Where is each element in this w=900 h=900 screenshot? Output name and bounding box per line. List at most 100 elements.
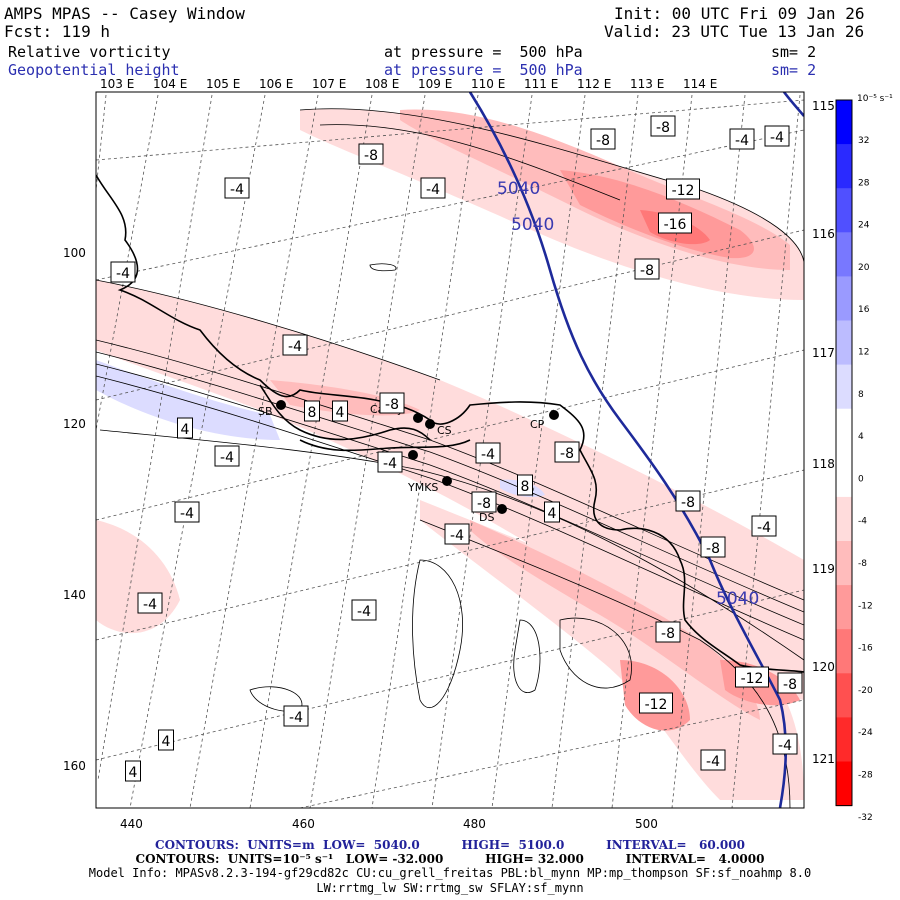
- footer-model-info: Model Info: MPASv8.2.3-194-gf29cd82c CU:…: [88, 866, 812, 880]
- svg-text:-16: -16: [664, 217, 687, 233]
- svg-text:-12: -12: [645, 697, 668, 713]
- station-sb-marker[interactable]: [276, 400, 286, 410]
- height-label: 5040: [716, 589, 759, 609]
- colorbar-segment: [836, 188, 852, 233]
- x-tick-label: 500: [635, 817, 658, 831]
- svg-text:-8: -8: [706, 541, 720, 557]
- footer-vorticity-contours: CONTOURS: UNITS=10⁻⁵ s⁻¹ LOW= -32.000 HI…: [135, 852, 765, 866]
- vorticity-label: 8: [517, 474, 533, 496]
- station-label-ds: DS: [479, 511, 494, 524]
- field2-name: Geopotential height: [8, 61, 180, 79]
- vorticity-label: -8: [358, 143, 384, 165]
- vorticity-label: 4: [158, 729, 174, 751]
- height-label: 5040: [497, 179, 540, 199]
- colorbar-segment: [836, 673, 852, 718]
- vorticity-label: -4: [700, 749, 726, 771]
- field1-smoothing: sm= 2: [771, 43, 817, 61]
- colorbar-segment: [836, 541, 852, 586]
- vorticity-label: -8: [379, 392, 405, 414]
- colorbar-segment: [836, 320, 852, 366]
- svg-text:-8: -8: [656, 120, 670, 136]
- vorticity-label: -4: [764, 125, 790, 147]
- colorbar-segment: [836, 364, 852, 410]
- vorticity-label: -8: [590, 128, 616, 150]
- y-tick-label: 120: [63, 417, 86, 431]
- svg-text:-4: -4: [180, 506, 194, 522]
- colorbar-segment: [836, 761, 852, 807]
- svg-text:-4: -4: [116, 266, 130, 282]
- vorticity-contour-labels: -8-8 -4 -4-8-12-16-8-4-4-4-4-88 44-4-4-4-8-…: [110, 115, 803, 782]
- vorticity-label: 8: [304, 400, 320, 422]
- vorticity-contours: [96, 108, 804, 808]
- svg-text:-4: -4: [426, 182, 440, 198]
- colorbar-tick-label: -8: [858, 559, 867, 569]
- svg-text:-8: -8: [783, 677, 797, 693]
- map-plot-area: SB Casey CS CP YMKS DS 5040 5040 5040 -8…: [96, 92, 804, 808]
- svg-text:-4: -4: [757, 520, 771, 536]
- colorbar-segment: [836, 408, 852, 454]
- vorticity-label: 4: [332, 400, 348, 422]
- station-cp-marker[interactable]: [549, 410, 559, 420]
- station-casey-marker[interactable]: [413, 413, 423, 423]
- lon-label-top: 108 E: [365, 77, 400, 91]
- svg-text:-4: -4: [289, 710, 303, 726]
- vorticity-label: -4: [283, 705, 309, 727]
- colorbar-tick-label: 32: [858, 136, 869, 146]
- lon-label-top: 109 E: [418, 77, 453, 91]
- station-ds-marker[interactable]: [497, 504, 507, 514]
- colorbar-segment: [836, 629, 852, 674]
- station-cs-marker[interactable]: [425, 419, 435, 429]
- station-label-sb: SB: [258, 405, 273, 418]
- station-marker[interactable]: [408, 450, 418, 460]
- colorbar-segment: [836, 496, 852, 542]
- colorbar-tick-label: -20: [858, 686, 873, 696]
- svg-text:-4: -4: [230, 182, 244, 198]
- vorticity-label: -16: [658, 212, 692, 234]
- x-tick-label: 440: [120, 817, 143, 831]
- colorbar-tick-label: 20: [858, 263, 870, 273]
- svg-text:4: 4: [181, 422, 190, 438]
- lon-label-top: 112 E: [577, 77, 612, 91]
- vorticity-label: -8: [777, 672, 803, 694]
- y-tick-label: 140: [63, 588, 86, 602]
- vorticity-label: -8: [554, 441, 580, 463]
- plot-frame: [95, 91, 805, 809]
- colorbar: 32 28 24 20 16 12 8 4 0 -4 -8 -12 -16 -20 -24 -28 -32: [835, 99, 873, 823]
- station-label-cp: CP: [530, 418, 545, 431]
- colorbar-segment: [836, 144, 852, 189]
- vorticity-label: -4: [729, 128, 755, 150]
- coastline: [96, 174, 804, 673]
- colorbar-tick-label: 8: [858, 390, 864, 400]
- init-time: Init: 00 UTC Fri 09 Jan 26: [614, 4, 865, 23]
- colorbar-segment: [836, 100, 852, 145]
- svg-text:-8: -8: [560, 446, 574, 462]
- lat-lon-graticule: [96, 94, 804, 808]
- lon-label-top: 103 E: [100, 77, 135, 91]
- field1-pressure: at pressure = 500 hPa: [384, 43, 583, 61]
- lon-label-top: 110 E: [471, 77, 506, 91]
- colorbar-segment: [836, 232, 852, 277]
- x-tick-label: 480: [463, 817, 486, 831]
- field2-pressure: at pressure = 500 hPa: [384, 61, 583, 79]
- colorbar-tick-label: -24: [858, 728, 873, 738]
- vorticity-label: -4: [772, 733, 798, 755]
- vorticity-label: -4: [475, 442, 501, 464]
- svg-text:-8: -8: [477, 496, 491, 512]
- vorticity-label: -8: [650, 115, 676, 137]
- vorticity-label: -8: [700, 536, 726, 558]
- colorbar-tick-label: -32: [858, 813, 873, 823]
- svg-text:-4: -4: [383, 456, 397, 472]
- vorticity-label: 4: [544, 501, 560, 523]
- vorticity-label: -4: [751, 515, 777, 537]
- svg-text:-8: -8: [681, 495, 695, 511]
- colorbar-tick-label: 28: [858, 178, 870, 188]
- colorbar-tick-label: 4: [858, 432, 864, 442]
- vorticity-label: -4: [282, 334, 308, 356]
- vorticity-label: -4: [420, 177, 446, 199]
- svg-text:-8: -8: [364, 148, 378, 164]
- colorbar-tick-label: -28: [858, 771, 873, 781]
- svg-text:-12: -12: [741, 671, 764, 687]
- vorticity-label: -4: [444, 523, 470, 545]
- svg-text:-12: -12: [672, 183, 695, 199]
- station-ymks-marker[interactable]: [442, 476, 452, 486]
